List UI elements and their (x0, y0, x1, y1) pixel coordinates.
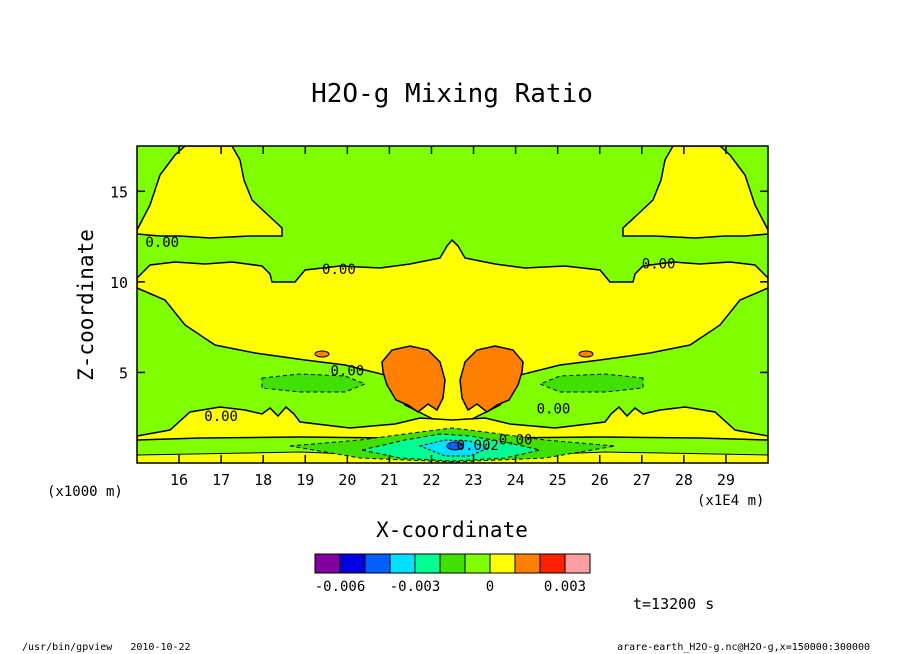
colorbar-swatch (364, 553, 391, 574)
contour-label: 0.00 (537, 402, 571, 418)
x-tick-label: 28 (675, 471, 693, 489)
x-tick-label: 26 (591, 471, 609, 489)
colorbar-swatch (389, 553, 416, 574)
small-left-positive-spot (314, 350, 330, 358)
x-unit-left: (x1000 m) (47, 484, 123, 500)
x-tick-label: 17 (212, 471, 230, 489)
colorbar: -0.006 -0.003 0 0.003 (314, 553, 591, 595)
lower-positive-band (137, 405, 768, 441)
x-tick-label: 24 (507, 471, 525, 489)
footer-left: /usr/bin/gpview 2010-10-22 (22, 642, 191, 653)
contour-labels: 0.000.00 0.000.000.00 0.000.000.002 (145, 235, 675, 454)
x-tick-label: 27 (633, 471, 651, 489)
colorbar-tick-label: 0 (486, 579, 494, 595)
plot-frame (136, 145, 769, 464)
contour-label: 0.00 (499, 432, 533, 448)
small-right-positive-spot (578, 350, 594, 358)
contour-label: 0.00 (322, 262, 356, 278)
right-negative-band (538, 373, 644, 393)
colorbar-tick-label: -0.003 (390, 579, 441, 595)
x-tick-label: 16 (170, 471, 188, 489)
x-tick-label: 29 (717, 471, 735, 489)
right-plume-region (459, 345, 524, 413)
y-tick-label: 10 (110, 274, 128, 292)
x-unit-right: (x1E4 m) (697, 493, 764, 509)
y-tick-label: 15 (110, 183, 128, 201)
chart-title: H2O-g Mixing Ratio (311, 79, 593, 109)
left-negative-band (261, 373, 367, 393)
plot-area (137, 146, 768, 463)
colorbar-swatch (539, 553, 566, 574)
x-tick-label: 21 (380, 471, 398, 489)
colorbar-swatch (514, 553, 541, 574)
x-tick-label: 19 (296, 471, 314, 489)
x-tick-label: 22 (422, 471, 440, 489)
upper-right-positive-region (622, 146, 768, 239)
left-plume-region (381, 345, 446, 413)
time-label: t=13200 s (633, 595, 714, 613)
y-axis-label: Z-coordinate (74, 229, 98, 381)
colorbar-tick-label: -0.006 (315, 579, 366, 595)
x-tick-label: 20 (338, 471, 356, 489)
contour-label: 0.00 (330, 364, 364, 380)
y-axis: 5 10 15 (110, 183, 768, 382)
contour-label: 0.00 (204, 409, 238, 425)
colorbar-swatch (439, 553, 466, 574)
colorbar-swatch (339, 553, 366, 574)
x-tick-label: 18 (254, 471, 272, 489)
colorbar-tick-label: 0.003 (544, 579, 586, 595)
lower-minimum-spot (446, 441, 464, 451)
footer-right: arare-earth_H2O-g.nc@H2O-g,x=150000:3000… (617, 642, 870, 653)
x-tick-label: 25 (549, 471, 567, 489)
y-tick-label: 5 (119, 364, 128, 382)
colorbar-swatch (489, 553, 516, 574)
x-axis-label: X-coordinate (376, 518, 528, 542)
colorbar-swatch (564, 553, 591, 574)
contour-label: 0.00 (642, 257, 676, 273)
colorbar-swatch (314, 553, 341, 574)
surface-positive-strip (137, 451, 768, 463)
upper-left-positive-region (137, 146, 283, 239)
x-axis: 16 17 18 19 20 21 22 23 24 25 26 27 28 29 (170, 146, 735, 489)
contour-label: 0.00 (145, 235, 179, 251)
colorbar-swatch (464, 553, 491, 574)
colorbar-swatch (414, 553, 441, 574)
x-tick-label: 23 (465, 471, 483, 489)
contour-label: 0.002 (457, 438, 499, 454)
